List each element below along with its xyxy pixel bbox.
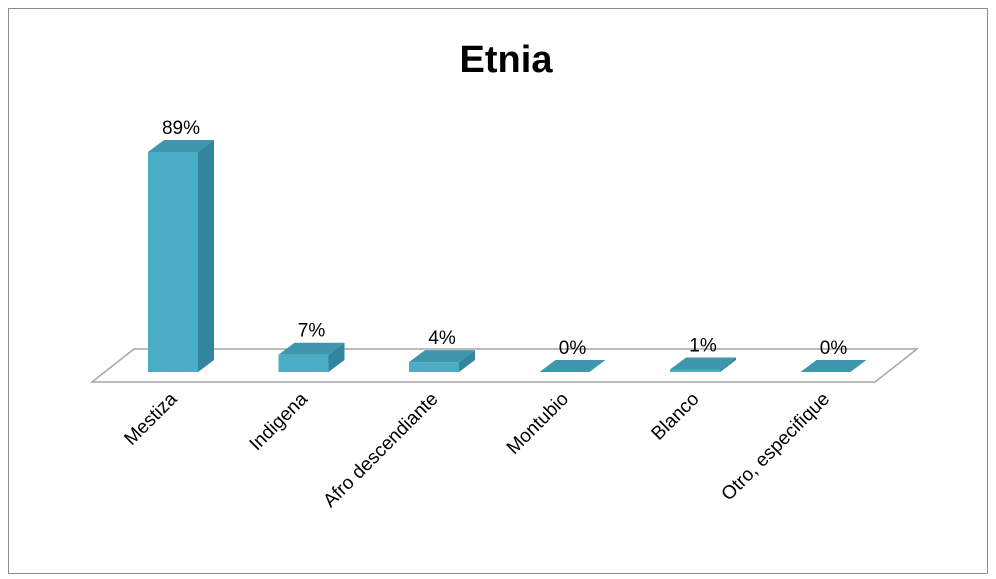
bar-side-face (720, 357, 736, 372)
bar-front-face (670, 369, 720, 372)
bar-top-face (800, 360, 867, 372)
data-labels-group: 89% 7% 4% 0% 1% 0% (162, 118, 847, 359)
x-tick-labels-group: Mestiza Indigena Afro descendiante Montubio… (120, 388, 834, 511)
bar-front-face (409, 362, 459, 372)
bar-side-face (198, 140, 214, 372)
data-label-montubio: 0% (559, 338, 587, 359)
bar-top-face (409, 350, 475, 363)
x-tick-label-indigena: Indigena (246, 388, 313, 455)
bar-top-face (670, 357, 736, 370)
data-label-otro-especifique: 0% (820, 338, 848, 359)
x-tick-label-otro-especifique: Otro, especifique (718, 389, 834, 505)
bar-indigena (278, 342, 345, 372)
bar-front-face (278, 354, 329, 372)
bar-side-face (459, 350, 475, 372)
bar-afro-descendiante (409, 350, 475, 372)
bar-otro-especifique (800, 360, 867, 372)
x-tick-label-blanco: Blanco (648, 389, 704, 445)
bar-front-face (148, 152, 198, 372)
bar-blanco (670, 357, 736, 372)
bar-mestiza (148, 140, 214, 372)
chart-floor (89, 348, 920, 383)
x-tick-label-afro-descendiante: Afro descendiante (319, 389, 442, 512)
bar-side-face (328, 342, 345, 372)
bar-top-face (148, 140, 214, 152)
data-label-indigena: 7% (298, 321, 326, 342)
x-tick-label-montubio: Montubio (503, 389, 573, 459)
data-label-afro-descendiante: 4% (428, 328, 456, 349)
bars-group (148, 140, 867, 372)
bar-top-face (539, 360, 606, 372)
bar-top-face (278, 342, 345, 355)
data-label-blanco: 1% (689, 336, 717, 357)
x-tick-label-mestiza: Mestiza (120, 388, 181, 449)
chart-title: Etnia (460, 39, 554, 81)
data-label-mestiza: 89% (162, 118, 200, 139)
bar-montubio (539, 360, 606, 372)
